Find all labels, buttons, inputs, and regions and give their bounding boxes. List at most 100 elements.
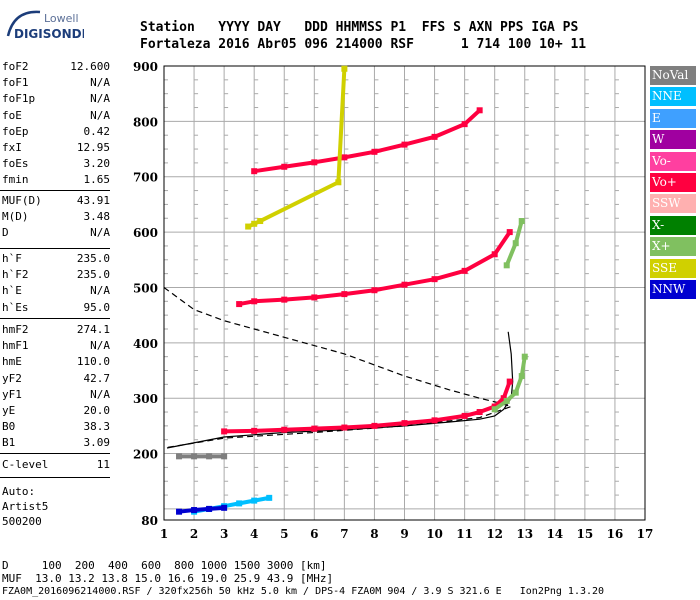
plot-frame [163, 65, 646, 521]
echo-trace [282, 426, 317, 432]
legend-item-nnw: NNW [650, 280, 696, 299]
param-row: B0 38.3 [2, 420, 110, 436]
x-tick-label: 6 [310, 527, 318, 541]
echo-trace [513, 219, 524, 246]
param-name: B1 [2, 436, 16, 450]
echo-point [266, 494, 273, 501]
param-row: D N/A [2, 226, 110, 242]
param-value: N/A [90, 92, 110, 106]
echo-trace [342, 288, 377, 297]
param-value: N/A [90, 108, 110, 122]
param-value: 12.95 [76, 141, 110, 154]
echo-trace [312, 425, 347, 431]
echo-trace [342, 423, 377, 430]
legend-item-vo-: Vo- [650, 151, 696, 171]
param-name: yF1 [2, 387, 22, 401]
echo-point [221, 504, 228, 511]
param-name: foF1 [2, 76, 29, 90]
param-value: 3.20 [83, 157, 111, 171]
legend-item-ssw: SSW [650, 194, 696, 214]
param-separator [0, 318, 110, 319]
x-tick-label: 1 [160, 527, 168, 541]
echo-trace [252, 164, 287, 174]
param-name: h`E [2, 284, 22, 298]
y-tick-label: 800 [133, 115, 158, 129]
x-tick-label: 12 [486, 527, 503, 541]
logo-line1: Lowell [44, 12, 79, 25]
param-value: 20.0 [83, 404, 111, 417]
param-separator [0, 477, 110, 478]
param-value: 274.1 [76, 323, 110, 336]
y-tick-label: 900 [133, 60, 158, 74]
param-value: N/A [90, 226, 110, 240]
param-name: foEs [2, 157, 29, 171]
param-name: h`F2 [2, 268, 29, 282]
param-value: 12.600 [70, 60, 110, 73]
legend-item-noval: NoVal [650, 66, 696, 85]
param-row: MUF(D) 43.91 [2, 194, 110, 210]
echo-trace [432, 122, 467, 139]
legend-item-vo-: Vo+ [650, 173, 696, 192]
y-tick-label: 500 [133, 281, 158, 295]
x-tick-label: 9 [400, 527, 408, 541]
echo-trace [336, 66, 347, 185]
x-tick-label: 17 [637, 527, 654, 541]
param-value: N/A [90, 284, 110, 298]
param-value: 235.0 [76, 252, 110, 265]
auto-code: 500200 [2, 515, 42, 528]
echo-trace [519, 354, 527, 379]
param-separator [0, 453, 110, 454]
param-row: foEp 0.42 [2, 125, 110, 141]
echo-trace [372, 421, 407, 428]
echo-trace [222, 428, 257, 434]
param-name: foF1p [2, 92, 36, 106]
x-tick-label: 3 [220, 527, 228, 541]
echo-trace [402, 134, 437, 147]
legend-item-w: W [650, 130, 696, 150]
echo-trace [402, 277, 437, 287]
echo-trace [282, 160, 317, 169]
param-value: 95.0 [83, 300, 111, 314]
x-tick-label: 5 [280, 527, 288, 541]
param-name: B0 [2, 420, 16, 434]
echo-trace [462, 252, 497, 273]
legend-item-x-: X+ [650, 237, 696, 257]
param-row: B1 3.09 [2, 436, 110, 452]
legend-item-x-: X- [650, 215, 696, 235]
param-row: foF1p N/A [2, 92, 110, 108]
y-tick-label: 300 [133, 392, 158, 406]
legend-item-e: E [650, 108, 696, 128]
echo-trace [372, 142, 407, 154]
echo-point [221, 453, 228, 460]
param-name: h`Es [2, 300, 29, 314]
param-row: h`E N/A [2, 284, 110, 300]
param-value: N/A [90, 339, 110, 353]
param-name: hmF1 [2, 339, 29, 353]
param-name: hmF2 [2, 323, 29, 336]
param-name: h`F [2, 252, 22, 265]
profile-dashed-line [163, 287, 514, 449]
auto-label: Auto: [2, 485, 36, 498]
param-row: yF2 42.7 [2, 372, 110, 388]
param-separator [0, 248, 110, 249]
param-value: N/A [90, 76, 110, 90]
param-name: C-level [2, 458, 49, 471]
y-tick-label: 400 [133, 337, 158, 351]
param-row: hmF2 274.1 [2, 323, 110, 339]
param-name: fxI [2, 141, 22, 154]
echo-trace [258, 180, 341, 224]
echo-point [341, 65, 348, 72]
param-value: 11 [96, 458, 110, 471]
param-name: foE [2, 108, 22, 122]
auto-artist: Artist5 [2, 500, 49, 513]
ionogram-chart: 1 2 3 4 5 6 7 8 9 10 11 12 13 14 15 16 17802003004005006… [133, 60, 654, 541]
muf-scale-line: MUF 13.0 13.2 13.8 15.0 16.6 19.0 25.9 4… [2, 572, 334, 585]
param-value: 110.0 [76, 355, 110, 369]
param-value: 3.48 [83, 210, 111, 224]
param-row: M(D) 3.48 [2, 210, 110, 226]
param-row: yF1 N/A [2, 388, 110, 404]
echo-trace [372, 282, 407, 293]
param-name: fmin [2, 173, 29, 187]
distance-scale-line: D 100 200 400 600 800 1000 1500 3000 [km… [2, 559, 327, 572]
logo-line2: DIGISONDE [14, 27, 84, 41]
